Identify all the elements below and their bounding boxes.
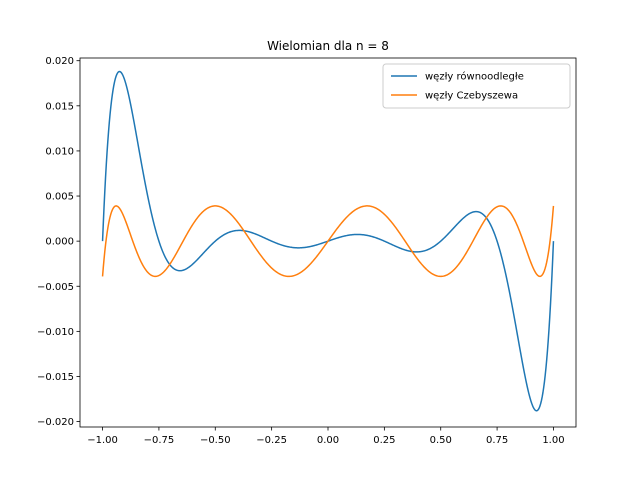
x-tick-label: 0.50 — [430, 435, 452, 446]
x-tick-label: −0.75 — [144, 435, 175, 446]
y-tick-label: −0.015 — [37, 372, 74, 383]
x-tick-label: −0.25 — [256, 435, 287, 446]
x-tick-label: 0.25 — [373, 435, 395, 446]
y-tick-label: −0.010 — [37, 327, 74, 338]
y-tick-label: 0.010 — [45, 146, 74, 157]
x-tick-label: 0.75 — [486, 435, 508, 446]
y-tick-label: 0.000 — [45, 237, 74, 248]
y-tick-label: 0.020 — [45, 56, 74, 67]
legend-box — [382, 63, 571, 109]
axes-layer: −1.00 −0.75 −0.50 −0.25 0.00 0.25 0.50 0.75 1.00… — [37, 56, 577, 446]
x-tick-label: 1.00 — [542, 435, 564, 446]
legend: węzły równoodległe węzły Czebyszewa — [382, 63, 571, 109]
plot-area — [80, 58, 576, 427]
series-line-2 — [101, 205, 555, 278]
y-tick-label: 0.015 — [45, 101, 74, 112]
x-tick-label: −0.50 — [200, 435, 231, 446]
chart-title: Wielomian dla n = 8 — [267, 39, 389, 53]
legend-label-2: węzły Czebyszewa — [425, 91, 518, 102]
y-tick-label: 0.005 — [45, 192, 74, 203]
plot-background — [80, 58, 576, 427]
series-layer — [101, 70, 555, 412]
x-tick-label: −1.00 — [87, 435, 118, 446]
y-tick-label: −0.020 — [37, 417, 74, 428]
y-tick-label: −0.005 — [37, 282, 74, 293]
x-tick-label: 0.00 — [317, 435, 339, 446]
legend-label-1: węzły równoodległe — [425, 71, 524, 83]
